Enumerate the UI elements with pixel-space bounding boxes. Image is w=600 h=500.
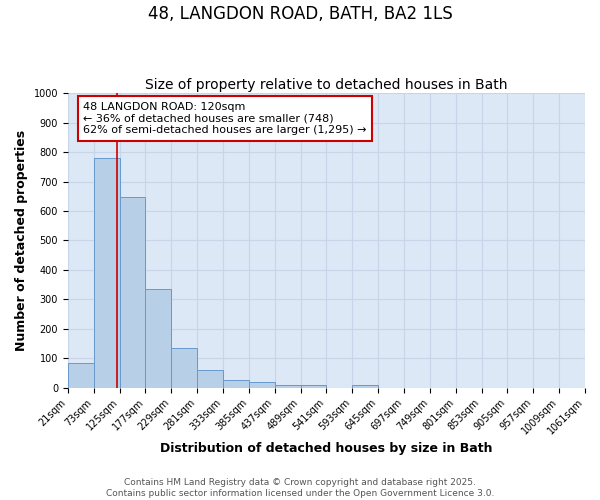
Bar [171, 348, 197, 388]
Bar [301, 384, 326, 388]
Bar [94, 158, 119, 388]
Bar [119, 197, 145, 388]
Bar [145, 289, 171, 388]
Title: Size of property relative to detached houses in Bath: Size of property relative to detached ho… [145, 78, 508, 92]
Bar [352, 384, 378, 388]
Y-axis label: Number of detached properties: Number of detached properties [15, 130, 28, 351]
Bar [275, 384, 301, 388]
X-axis label: Distribution of detached houses by size in Bath: Distribution of detached houses by size … [160, 442, 493, 455]
Bar [68, 362, 94, 388]
Text: 48, LANGDON ROAD, BATH, BA2 1LS: 48, LANGDON ROAD, BATH, BA2 1LS [148, 5, 452, 23]
Text: Contains HM Land Registry data © Crown copyright and database right 2025.
Contai: Contains HM Land Registry data © Crown c… [106, 478, 494, 498]
Bar [249, 382, 275, 388]
Bar [197, 370, 223, 388]
Bar [223, 380, 249, 388]
Text: 48 LANGDON ROAD: 120sqm
← 36% of detached houses are smaller (748)
62% of semi-d: 48 LANGDON ROAD: 120sqm ← 36% of detache… [83, 102, 367, 135]
